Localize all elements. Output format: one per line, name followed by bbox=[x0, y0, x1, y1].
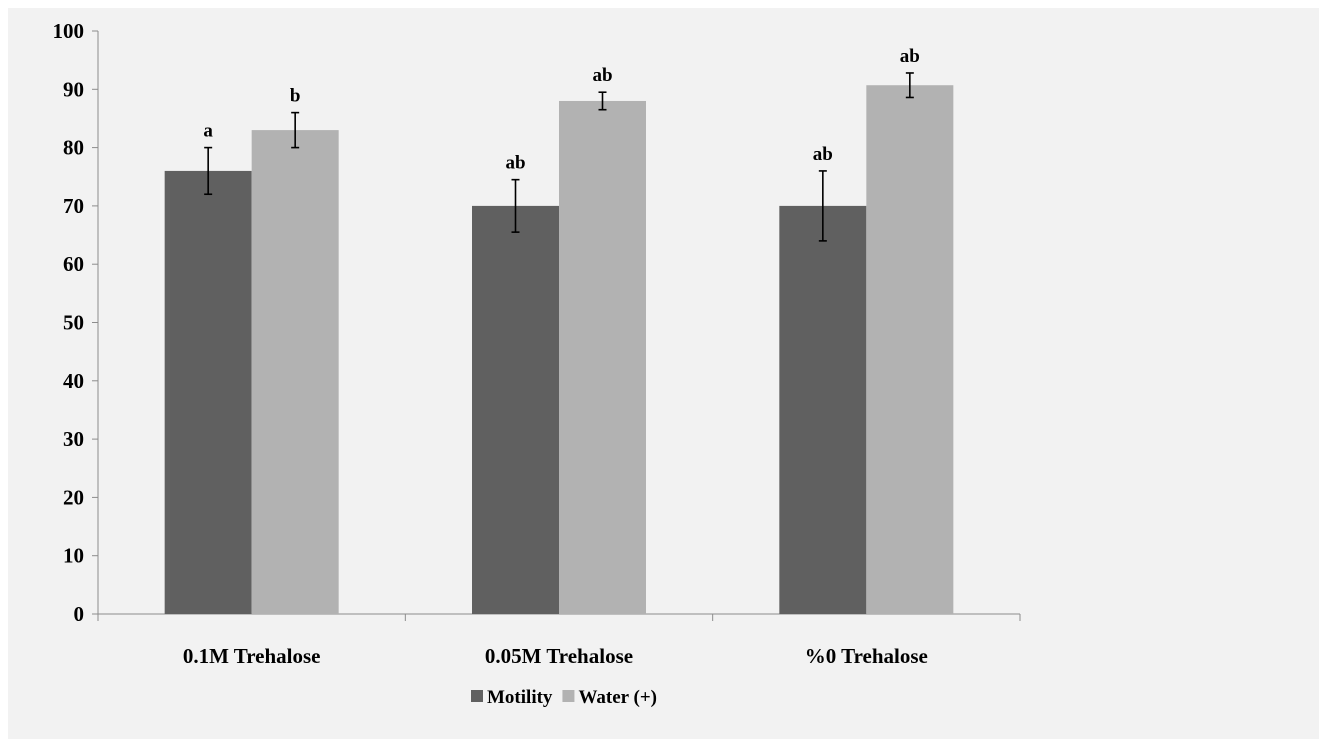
bar bbox=[472, 205, 559, 614]
bar bbox=[164, 170, 252, 615]
bar bbox=[251, 130, 339, 615]
significance-label: ab bbox=[813, 144, 833, 165]
error-bars bbox=[204, 72, 914, 242]
significance-label: ab bbox=[900, 46, 920, 67]
legend-swatch bbox=[471, 690, 483, 702]
bar bbox=[559, 100, 646, 614]
significance-label: ab bbox=[592, 65, 612, 86]
y-tick-label: 90 bbox=[63, 77, 84, 101]
bars bbox=[164, 85, 954, 615]
chart-panel: 0 10 20 30 40 50 60 70 80 90 100 0.1M Trehalose 0.05… bbox=[8, 8, 1319, 739]
y-tick-label: 80 bbox=[63, 136, 84, 160]
legend-swatch bbox=[562, 690, 575, 702]
bar-chart: 0 10 20 30 40 50 60 70 80 90 100 0.1M Trehalose 0.05… bbox=[53, 19, 1021, 708]
bar bbox=[779, 205, 867, 614]
axes: 0 10 20 30 40 50 60 70 80 90 100 0.1M Trehalose 0.05… bbox=[53, 19, 1021, 668]
significance-labels: a ab ab b ab ab bbox=[203, 46, 919, 174]
x-category-label: 0.1M Trehalose bbox=[183, 644, 321, 668]
y-tick-label: 50 bbox=[63, 311, 84, 335]
y-tick-label: 40 bbox=[63, 369, 84, 393]
significance-label: ab bbox=[505, 153, 525, 174]
y-tick-label: 100 bbox=[53, 19, 85, 43]
legend-label: Motility bbox=[487, 687, 553, 708]
y-tick-label: 30 bbox=[63, 427, 84, 451]
y-tick-label: 20 bbox=[63, 485, 84, 509]
y-tick-label: 70 bbox=[63, 194, 84, 218]
significance-label: b bbox=[290, 86, 301, 107]
legend-label: Water (+) bbox=[578, 687, 657, 708]
y-tick-label: 0 bbox=[74, 602, 85, 626]
bar bbox=[866, 85, 954, 615]
y-tick-label: 60 bbox=[63, 252, 84, 276]
x-category-label: %0 Trehalose bbox=[805, 644, 928, 668]
significance-label: a bbox=[203, 121, 213, 142]
legend: Motility Water (+) bbox=[471, 687, 657, 708]
x-category-label: 0.05M Trehalose bbox=[485, 644, 633, 668]
y-tick-label: 10 bbox=[63, 544, 84, 568]
